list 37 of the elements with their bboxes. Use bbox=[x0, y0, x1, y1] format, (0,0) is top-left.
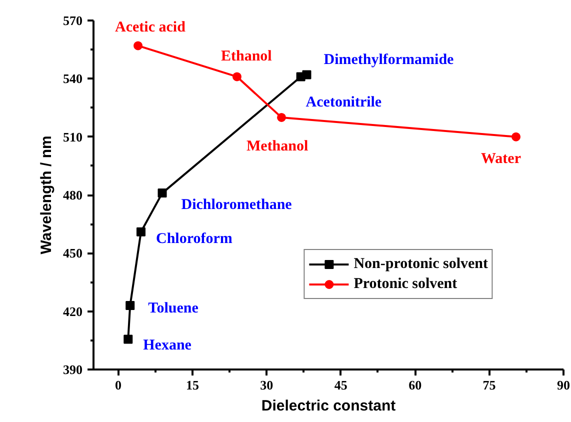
point bbox=[136, 227, 146, 236]
data-label: Water bbox=[481, 150, 522, 167]
data-label: Dimethylformamide bbox=[324, 52, 454, 68]
data-label: Toluene bbox=[148, 300, 199, 317]
point bbox=[512, 132, 521, 142]
data-label: Dichloromethane bbox=[181, 197, 292, 214]
data-label: Ethanol bbox=[220, 48, 272, 65]
legend-label: Protonic solvent bbox=[354, 276, 458, 292]
data-label: Hexane bbox=[143, 337, 192, 354]
x-tick-label: 30 bbox=[260, 378, 274, 392]
y-tick-label: 510 bbox=[63, 129, 82, 144]
y-tick-label: 420 bbox=[63, 304, 82, 319]
point bbox=[232, 72, 242, 82]
point bbox=[126, 301, 135, 310]
y-tick-label: 450 bbox=[63, 246, 82, 261]
x-tick-label: 60 bbox=[408, 378, 422, 392]
y-tick-label: 480 bbox=[63, 188, 82, 202]
point bbox=[124, 334, 133, 344]
x-tick-label: 90 bbox=[557, 378, 570, 392]
point bbox=[277, 112, 286, 122]
x-tick-label: 75 bbox=[482, 378, 496, 392]
data-label: Acetic acid bbox=[115, 20, 186, 36]
x-tick-label: 45 bbox=[334, 378, 348, 392]
y-tick-label: 390 bbox=[63, 362, 82, 377]
point bbox=[302, 70, 312, 80]
data-label: Methanol bbox=[246, 138, 308, 154]
y-tick-label: 540 bbox=[63, 71, 82, 86]
point bbox=[158, 188, 167, 198]
x-axis-title: Dielectric constant bbox=[261, 398, 396, 414]
data-label: Acetonitrile bbox=[306, 94, 382, 111]
point bbox=[134, 41, 143, 50]
x-tick-label: 0 bbox=[114, 378, 122, 392]
y-tick-label: 570 bbox=[63, 13, 82, 28]
data-label: Chloroform bbox=[156, 230, 233, 247]
y-axis-title: Wavelength / nm bbox=[38, 136, 55, 254]
x-tick-label: 15 bbox=[186, 378, 200, 392]
legend-label: Non-protonic solvent bbox=[354, 256, 488, 272]
